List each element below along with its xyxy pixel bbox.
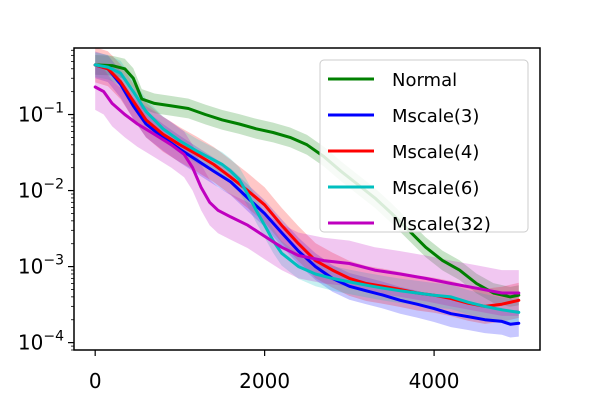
plot-frame [73,47,541,351]
y-tick-label: 10−3 [18,253,64,279]
legend-label: Mscale(32) [392,214,491,235]
band-series-4 [95,64,519,316]
series-lines [93,63,521,326]
band-series-1 [95,51,519,338]
x-axis: 0 2000 4000 [89,350,460,393]
x-tick-label: 2000 [239,369,290,393]
legend-label: Mscale(3) [392,106,479,127]
legend-label: Normal [392,70,457,91]
line-series-1 [93,63,521,326]
legend-box [319,59,529,233]
band-series-0 [95,55,519,307]
legend-label: Mscale(4) [392,142,479,163]
band-series-2 [95,47,519,324]
y-axis: 10−1 10−2 10−3 10−4 [18,49,74,355]
x-tick-label: 0 [89,369,102,393]
line-series-0 [93,63,521,299]
y-tick-label: 10−4 [18,329,64,355]
legend-label: Mscale(6) [392,178,479,199]
line-series-4 [93,85,521,295]
y-tick-label: 10−1 [18,101,64,127]
x-tick-label: 4000 [409,369,460,393]
y-tick-label: 10−2 [18,177,64,203]
legend: Normal Mscale(3) Mscale(4) Mscale(6) Mscale(… [319,59,529,235]
